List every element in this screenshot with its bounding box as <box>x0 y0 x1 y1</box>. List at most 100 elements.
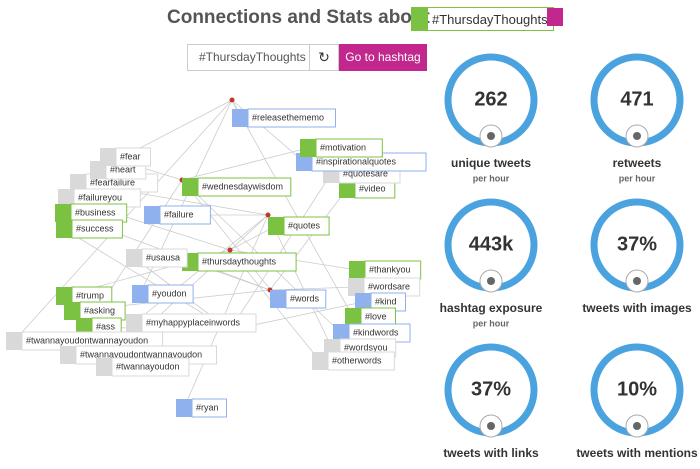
hashtag: #ThursdayThoughts <box>432 11 548 27</box>
title: Connections and Stats about <box>167 7 430 28</box>
node-icon <box>58 189 74 207</box>
go-button[interactable]: Go to hashtag <box>339 44 427 71</box>
node[interactable]: #words <box>270 289 327 309</box>
node-label: #inspirationalquotes <box>316 156 397 166</box>
node-icon <box>96 358 112 376</box>
node[interactable]: #love <box>345 307 396 327</box>
hub-dot <box>265 212 271 218</box>
node-icon <box>60 346 76 364</box>
bookmark-button[interactable] <box>547 8 563 26</box>
node-label: #success <box>76 223 114 233</box>
stat-label: tweets with links <box>443 446 539 460</box>
stat-label: unique tweets <box>451 156 531 170</box>
stat-icon-dot <box>633 132 641 140</box>
node-icon <box>100 148 116 166</box>
node-icon <box>126 249 142 267</box>
node-label: #words <box>290 293 320 303</box>
node-label: #fearfailure <box>90 177 135 187</box>
node-label: #ass <box>96 321 116 331</box>
node-label: #twannayoudon <box>116 361 180 371</box>
node[interactable]: #motivation <box>300 138 383 158</box>
hashtag-input[interactable]: #ThursdayThoughts <box>187 44 310 71</box>
stat-value: 443k <box>469 233 514 255</box>
node-icon <box>144 206 160 224</box>
stat-label: tweets with images <box>582 301 692 315</box>
node[interactable]: #wednesdaywisdom <box>182 177 292 197</box>
node-label: #releasethememo <box>252 112 324 122</box>
hashtag-badge[interactable]: #ThursdayThoughts <box>411 7 554 31</box>
node-label: #quotesare <box>343 168 388 178</box>
stat-sub: per hour <box>473 318 510 328</box>
node-icon <box>333 324 349 342</box>
node-icon <box>339 180 355 198</box>
node-icon <box>232 109 248 127</box>
node-label: #thursdaythoughts <box>202 256 277 266</box>
node-label: #otherwords <box>332 355 382 365</box>
node-icon <box>312 352 328 370</box>
node-label: #fear <box>120 151 141 161</box>
node-label: #ryan <box>196 402 219 412</box>
node-icon <box>56 220 72 238</box>
node-icon <box>126 314 142 332</box>
node-icon <box>176 399 192 417</box>
node[interactable]: #video <box>339 179 396 199</box>
node[interactable]: #thankyou <box>349 260 422 280</box>
node-icon <box>345 308 361 326</box>
node[interactable]: #success <box>56 219 123 239</box>
stat-label: retweets <box>613 156 662 170</box>
node[interactable]: #otherwords <box>312 351 395 371</box>
stat-label: tweets with mentions <box>576 446 698 460</box>
node[interactable]: #quotes <box>268 216 330 236</box>
node[interactable]: #youdon <box>132 284 194 304</box>
node[interactable]: #business <box>55 203 128 223</box>
node-label: #myhappyplaceinwords <box>146 317 241 327</box>
edge <box>231 99 354 318</box>
node-label: #wordsare <box>368 281 410 291</box>
stat-icon-dot <box>487 422 495 430</box>
edge <box>269 188 348 291</box>
node[interactable]: #wordsare <box>348 277 421 297</box>
edge <box>267 214 333 349</box>
node-label: #motivation <box>320 142 366 152</box>
node[interactable]: #failureyou <box>58 188 141 208</box>
node-label: #thankyou <box>369 264 411 274</box>
stat-icon-dot <box>487 277 495 285</box>
node[interactable]: #thursdaythoughts <box>182 252 297 272</box>
node-icon <box>349 261 365 279</box>
node-label: #love <box>365 311 387 321</box>
node[interactable]: #usausa <box>126 248 188 268</box>
hub-dot <box>229 97 235 103</box>
node[interactable]: #myhappyplaceinwords <box>126 313 257 333</box>
node-icon <box>268 217 284 235</box>
stat-icon-dot <box>633 277 641 285</box>
edge <box>269 286 357 291</box>
node[interactable]: #fear <box>100 147 151 167</box>
stat-sub: per hour <box>473 173 510 183</box>
refresh-button[interactable]: ↻ <box>310 44 339 71</box>
node[interactable]: #trump <box>56 286 113 306</box>
edge <box>229 173 332 331</box>
node[interactable]: #failure <box>144 205 211 225</box>
node[interactable]: #releasethememo <box>232 108 336 128</box>
stat-value: 262 <box>474 88 507 110</box>
node-icon <box>355 293 371 311</box>
node-icon <box>56 287 72 305</box>
node[interactable]: #kind <box>355 292 406 312</box>
node-label: #youdon <box>152 288 187 298</box>
node[interactable]: #kindwords <box>333 323 411 343</box>
node[interactable]: #asking <box>64 301 126 321</box>
node[interactable]: #ryan <box>176 398 227 418</box>
node[interactable]: #twannayoudon <box>96 357 190 377</box>
node-icon <box>55 204 71 222</box>
node-label: #kind <box>375 296 397 306</box>
node-icon <box>296 153 312 171</box>
node-label: #video <box>359 183 386 193</box>
node-icon <box>270 290 286 308</box>
edge <box>181 147 309 181</box>
stat-label: hashtag exposure <box>440 301 543 315</box>
node-icon <box>348 278 364 296</box>
stat-value: 471 <box>620 88 653 110</box>
node-label: #kindwords <box>353 327 399 337</box>
node-label: #trump <box>76 290 104 300</box>
